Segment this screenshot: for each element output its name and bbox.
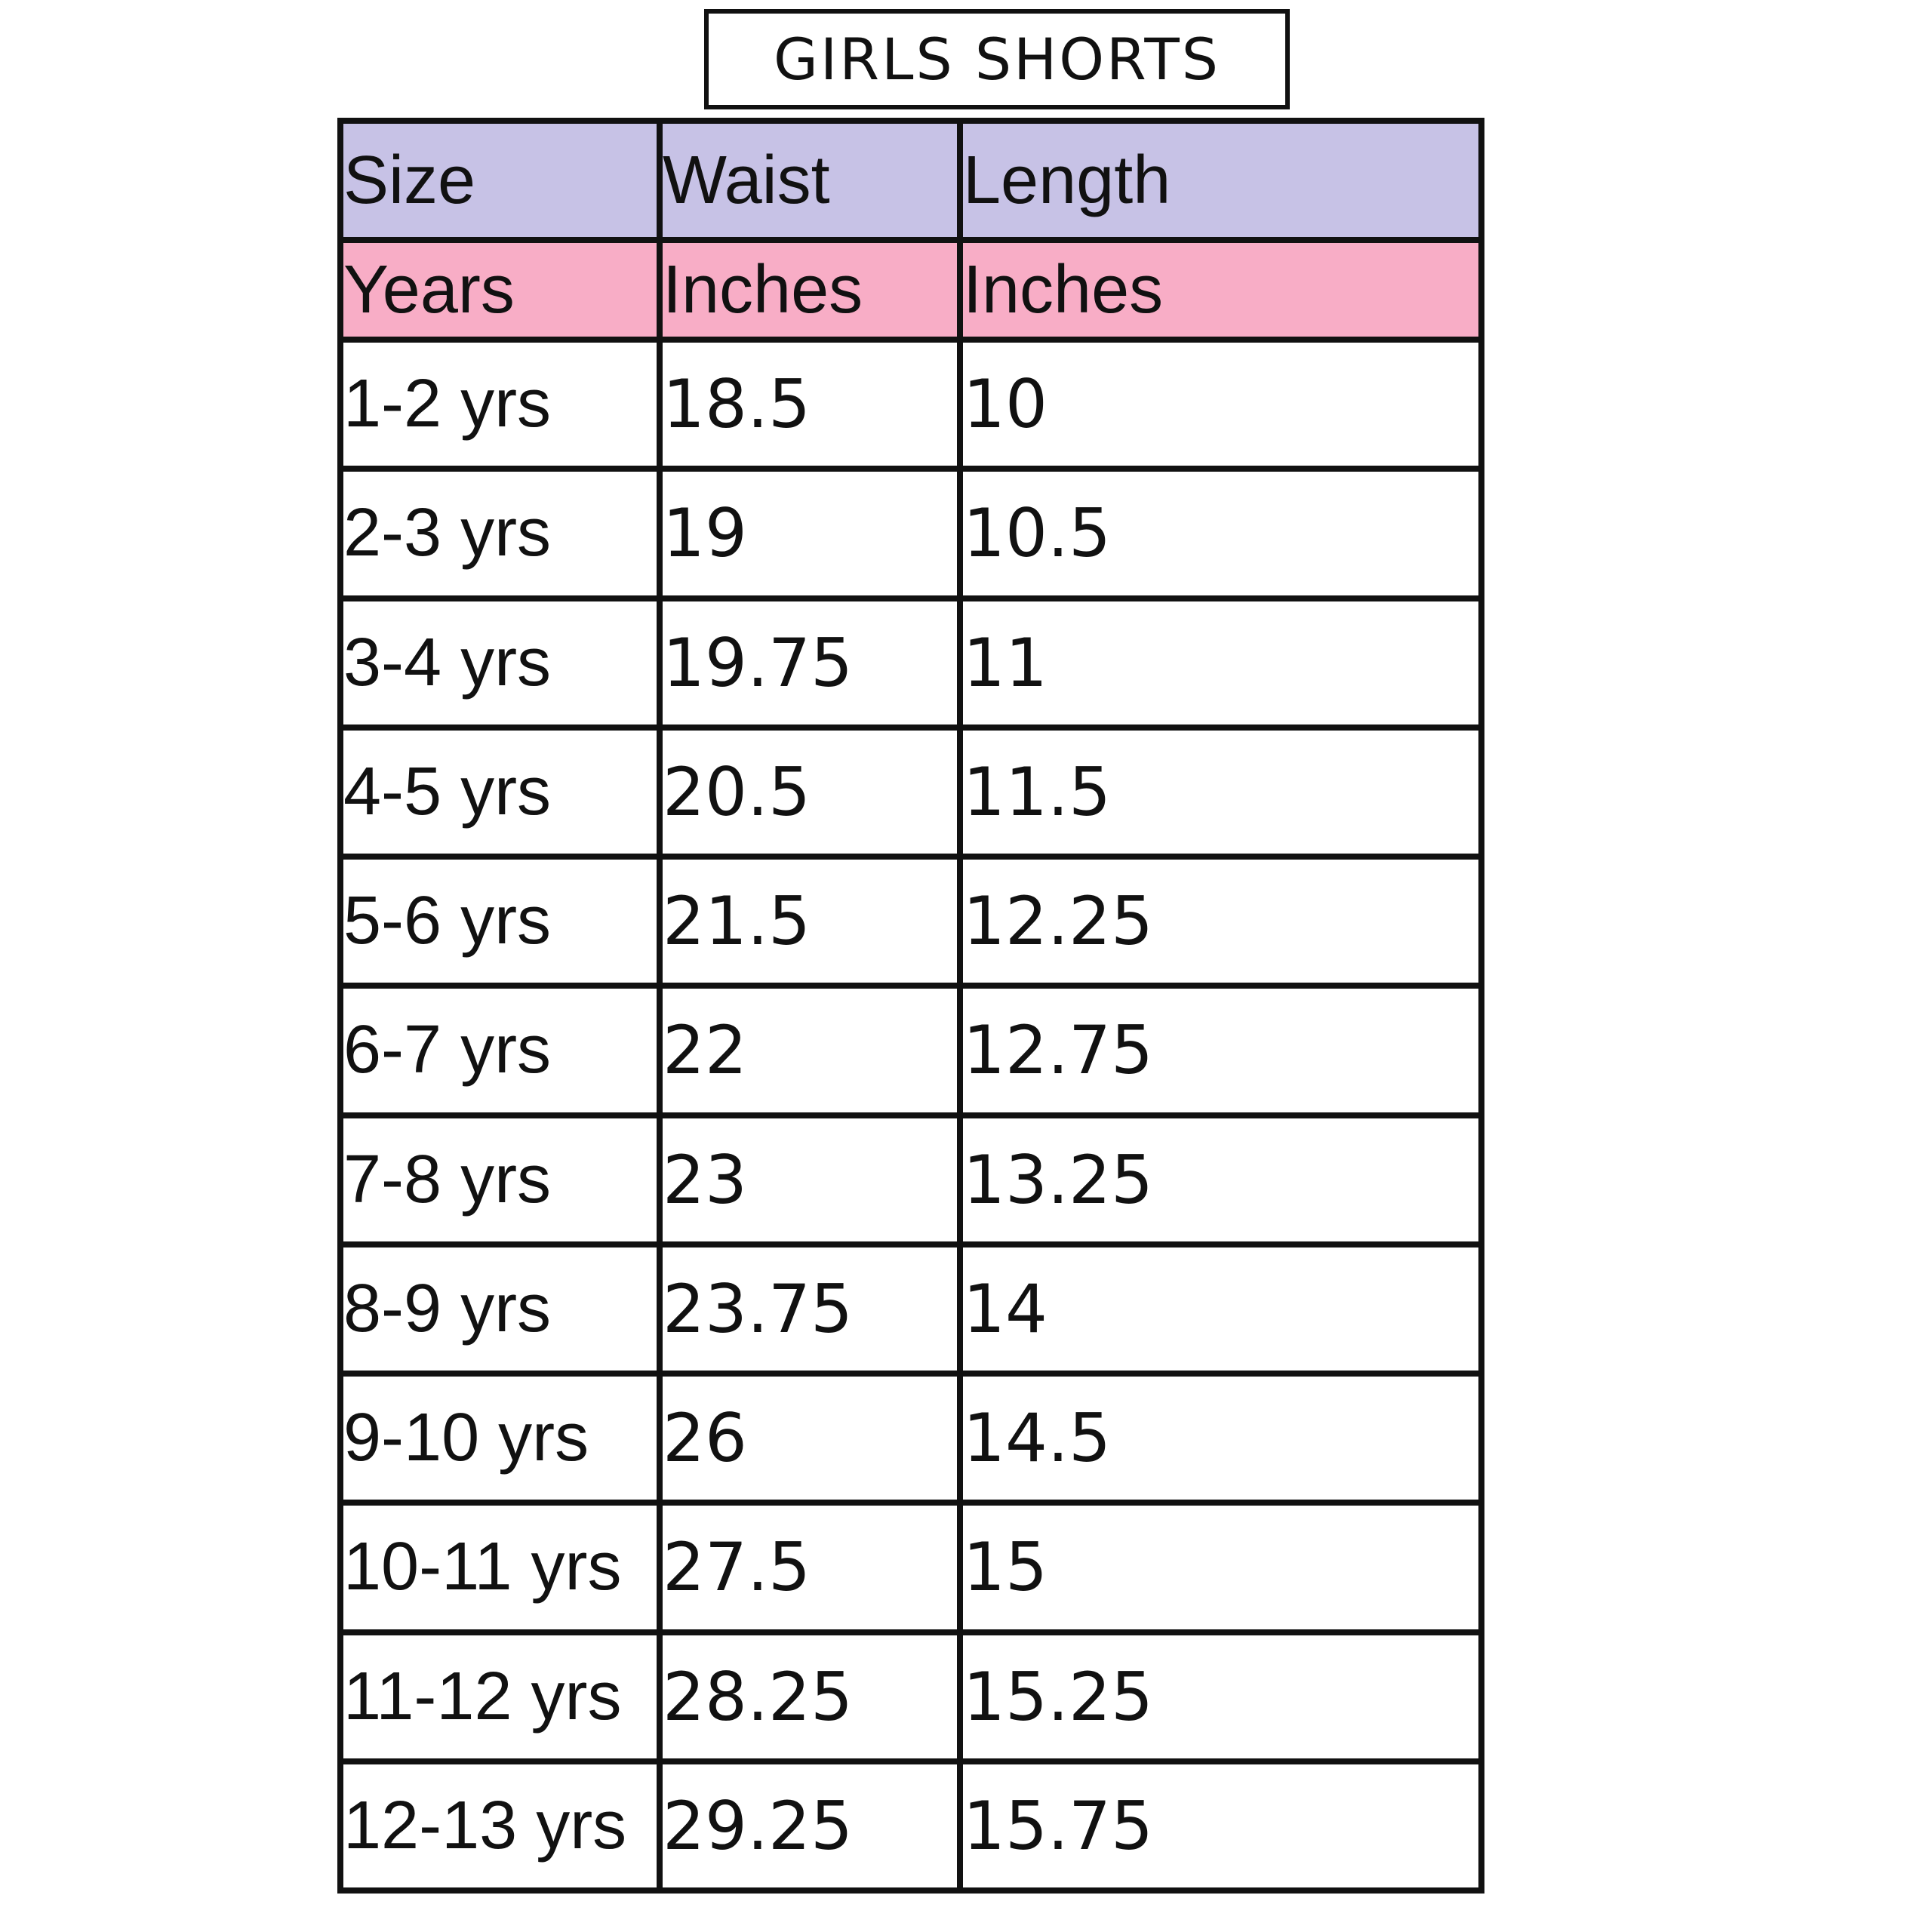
waist-cell: 26 xyxy=(657,1370,963,1506)
table-row: 8-9 yrs 23.75 14 xyxy=(337,1241,1484,1377)
waist-cell: 23 xyxy=(657,1112,963,1247)
size-cell: 6-7 yrs xyxy=(337,983,663,1118)
header-size: Size xyxy=(337,118,663,243)
table-row: 3-4 yrs 19.75 11 xyxy=(337,595,1484,731)
size-cell: 12-13 yrs xyxy=(337,1758,663,1894)
waist-cell: 22 xyxy=(657,983,963,1118)
size-cell: 4-5 yrs xyxy=(337,724,663,860)
waist-cell: 19 xyxy=(657,466,963,601)
unit-length: Inches xyxy=(957,237,1484,343)
length-cell: 10.5 xyxy=(957,466,1484,601)
size-cell: 7-8 yrs xyxy=(337,1112,663,1247)
size-cell: 5-6 yrs xyxy=(337,853,663,989)
size-cell: 9-10 yrs xyxy=(337,1370,663,1506)
unit-row: Years Inches Inches xyxy=(337,237,1484,343)
length-cell: 10 xyxy=(957,336,1484,472)
length-cell: 12.75 xyxy=(957,983,1484,1118)
table-row: 11-12 yrs 28.25 15.25 xyxy=(337,1629,1484,1764)
length-cell: 15.25 xyxy=(957,1629,1484,1764)
waist-cell: 28.25 xyxy=(657,1629,963,1764)
length-cell: 11.5 xyxy=(957,724,1484,860)
unit-waist: Inches xyxy=(657,237,963,343)
header-row: Size Waist Length xyxy=(337,118,1484,243)
table-row: 4-5 yrs 20.5 11.5 xyxy=(337,724,1484,860)
waist-cell: 18.5 xyxy=(657,336,963,472)
table-row: 12-13 yrs 29.25 15.75 xyxy=(337,1758,1484,1894)
size-cell: 2-3 yrs xyxy=(337,466,663,601)
size-chart-table-wrapper: Size Waist Length Years Inches Inches 1-… xyxy=(337,118,1484,1894)
size-cell: 3-4 yrs xyxy=(337,595,663,731)
unit-size: Years xyxy=(337,237,663,343)
size-cell: 8-9 yrs xyxy=(337,1241,663,1377)
waist-cell: 23.75 xyxy=(657,1241,963,1377)
length-cell: 13.25 xyxy=(957,1112,1484,1247)
waist-cell: 20.5 xyxy=(657,724,963,860)
table-row: 6-7 yrs 22 12.75 xyxy=(337,983,1484,1118)
waist-cell: 27.5 xyxy=(657,1500,963,1635)
waist-cell: 19.75 xyxy=(657,595,963,731)
size-chart-table: Size Waist Length Years Inches Inches 1-… xyxy=(337,118,1484,1894)
table-row: 9-10 yrs 26 14.5 xyxy=(337,1370,1484,1506)
length-cell: 14 xyxy=(957,1241,1484,1377)
header-waist: Waist xyxy=(657,118,963,243)
waist-cell: 29.25 xyxy=(657,1758,963,1894)
size-cell: 11-12 yrs xyxy=(337,1629,663,1764)
waist-cell: 21.5 xyxy=(657,853,963,989)
chart-title: GIRLS SHORTS xyxy=(704,9,1290,109)
header-length: Length xyxy=(957,118,1484,243)
length-cell: 12.25 xyxy=(957,853,1484,989)
length-cell: 15 xyxy=(957,1500,1484,1635)
table-row: 10-11 yrs 27.5 15 xyxy=(337,1500,1484,1635)
length-cell: 15.75 xyxy=(957,1758,1484,1894)
length-cell: 11 xyxy=(957,595,1484,731)
table-row: 5-6 yrs 21.5 12.25 xyxy=(337,853,1484,989)
table-row: 1-2 yrs 18.5 10 xyxy=(337,336,1484,472)
size-cell: 10-11 yrs xyxy=(337,1500,663,1635)
table-row: 7-8 yrs 23 13.25 xyxy=(337,1112,1484,1247)
length-cell: 14.5 xyxy=(957,1370,1484,1506)
size-cell: 1-2 yrs xyxy=(337,336,663,472)
table-row: 2-3 yrs 19 10.5 xyxy=(337,466,1484,601)
